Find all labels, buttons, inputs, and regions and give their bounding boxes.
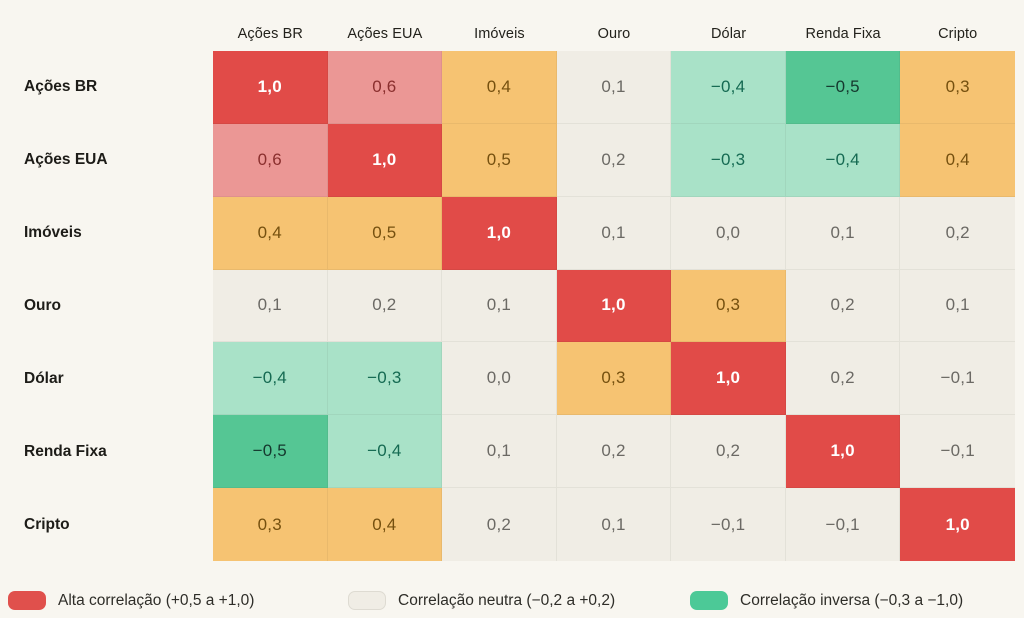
heatmap-cell: 0,1	[900, 269, 1015, 343]
heatmap-cell: 0,1	[556, 51, 672, 124]
heatmap-cell: 0,0	[671, 196, 786, 270]
column-headers: Ações BR Ações EUA Imóveis Ouro Dólar Renda F…	[213, 0, 1015, 51]
heatmap-cell: −0,3	[327, 342, 443, 416]
heatmap-cell: −0,4	[785, 123, 901, 197]
heatmap-cell: 1,0	[785, 415, 901, 489]
heatmap-cell: −0,1	[900, 415, 1015, 489]
column-header: Imóveis	[474, 26, 525, 42]
heatmap-cell: 1,0	[327, 123, 443, 197]
heatmap-cell: 0,3	[900, 51, 1015, 124]
row-label: Cripto	[24, 515, 70, 533]
heatmap-cell: −0,5	[785, 51, 901, 124]
heatmap-cell: −0,1	[785, 488, 901, 561]
legend-swatch-neutral	[348, 591, 386, 610]
heatmap-cell: 0,2	[671, 415, 786, 489]
heatmap-cell: 0,6	[327, 51, 443, 124]
heatmap-cell: 0,4	[213, 196, 328, 270]
heatmap-cell: 0,1	[442, 415, 557, 489]
legend-label: Correlação neutra (−0,2 a +0,2)	[398, 591, 616, 609]
column-header: Ações EUA	[347, 26, 423, 42]
heatmap-cell: 0,3	[671, 269, 786, 343]
heatmap-cell: 0,5	[442, 123, 557, 197]
heatmap-cell: −0,3	[671, 123, 786, 197]
heatmap-cell: 0,2	[556, 123, 672, 197]
heatmap-cell: −0,1	[671, 488, 786, 561]
legend-item-high: Alta correlação (+0,5 a +1,0)	[8, 583, 254, 618]
heatmap-cell: 0,2	[900, 196, 1015, 270]
legend-label: Alta correlação (+0,5 a +1,0)	[58, 591, 255, 609]
heatmap-cell: 0,4	[327, 488, 443, 561]
heatmap-cell: 0,3	[213, 488, 328, 561]
legend-swatch-high	[8, 591, 46, 610]
heatmap-cell: 1,0	[213, 51, 328, 124]
heatmap-cell: 0,2	[327, 269, 443, 343]
row-label: Imóveis	[24, 224, 82, 242]
heatmap-cell: 0,1	[442, 269, 557, 343]
legend-item-inverse: Correlação inversa (−0,3 a −1,0)	[690, 583, 963, 618]
heatmap-cell: 0,0	[442, 342, 557, 416]
column-header: Cripto	[938, 26, 978, 42]
heatmap-cell: 0,2	[785, 342, 901, 416]
heatmap-cell: −0,4	[213, 342, 328, 416]
heatmap-cell: −0,5	[213, 415, 328, 489]
heatmap-cell: −0,4	[327, 415, 443, 489]
legend-item-neutral: Correlação neutra (−0,2 a +0,2)	[348, 583, 615, 618]
heatmap-cell: 0,2	[556, 415, 672, 489]
heatmap-cell: 0,3	[556, 342, 672, 416]
heatmap-cell: 0,5	[327, 196, 443, 270]
column-header: Ouro	[597, 26, 631, 42]
legend-swatch-inverse	[690, 591, 728, 610]
row-label: Ouro	[24, 296, 62, 314]
legend: Alta correlação (+0,5 a +1,0) Correlação …	[0, 583, 1024, 618]
heatmap-cell: 0,1	[785, 196, 901, 270]
heatmap-cell: 0,1	[213, 269, 328, 343]
row-label: Ações EUA	[24, 151, 108, 169]
heatmap-cell: 0,4	[900, 123, 1015, 197]
column-header: Renda Fixa	[805, 26, 881, 42]
heatmap-cell: 0,4	[442, 51, 557, 124]
heatmap-cell: 1,0	[556, 269, 672, 343]
heatmap-cell: 0,2	[442, 488, 557, 561]
row-labels: Ações BR Ações EUA Imóveis Ouro Dólar Renda F…	[0, 51, 213, 561]
heatmap-grid: 1,0 0,6 0,4 0,1 −0,4 −0,5 0,3 0,6 1,0 0,5 0,2 −0,3−…	[213, 51, 1015, 561]
row-label: Dólar	[24, 369, 64, 387]
heatmap-cell: 0,6	[213, 123, 328, 197]
heatmap-cell: −0,4	[671, 51, 786, 124]
row-label: Ações BR	[24, 78, 98, 96]
heatmap-cell: 1,0	[900, 488, 1015, 561]
column-header: Dólar	[710, 26, 747, 42]
heatmap-cell: 0,1	[556, 196, 672, 270]
column-header: Ações BR	[237, 26, 303, 42]
row-label: Renda Fixa	[24, 442, 107, 460]
heatmap-cell: 1,0	[671, 342, 786, 416]
heatmap-cell: 0,2	[785, 269, 901, 343]
heatmap-cell: 1,0	[442, 196, 557, 270]
legend-label: Correlação inversa (−0,3 a −1,0)	[740, 591, 964, 609]
heatmap-cell: −0,1	[900, 342, 1015, 416]
heatmap-cell: 0,1	[556, 488, 672, 561]
